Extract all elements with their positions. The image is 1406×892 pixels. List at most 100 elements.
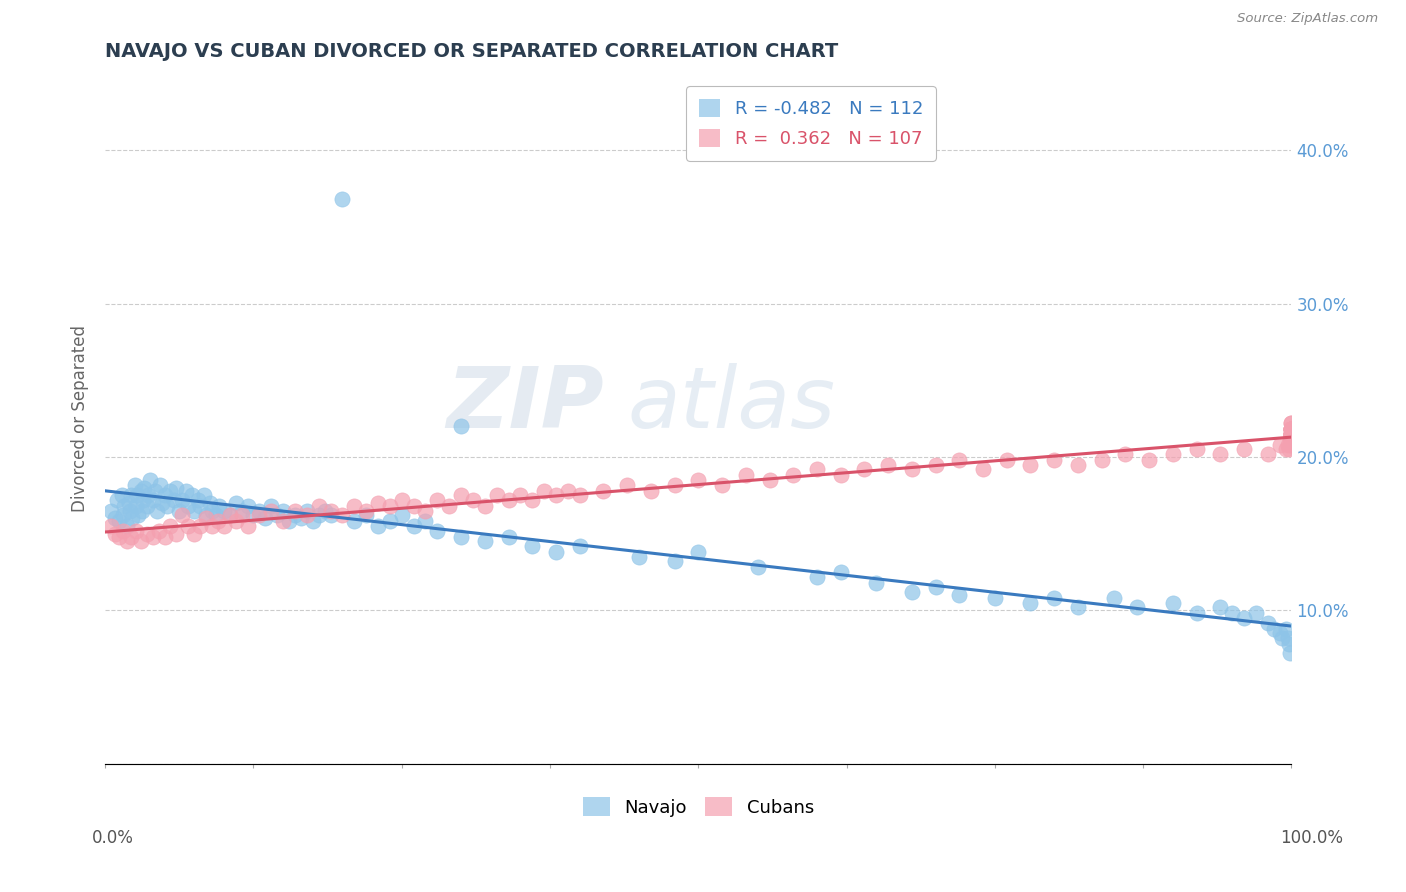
Point <box>474 499 496 513</box>
Legend: Navajo, Cubans: Navajo, Cubans <box>575 789 821 824</box>
Point <box>165 481 187 495</box>
Point <box>271 515 294 529</box>
Point <box>1257 447 1279 461</box>
Point <box>1281 427 1303 442</box>
Point <box>187 492 209 507</box>
Point <box>159 519 181 533</box>
Point <box>149 477 172 491</box>
Point <box>159 483 181 498</box>
Point <box>1281 416 1303 430</box>
Point <box>1137 453 1160 467</box>
Point <box>544 545 567 559</box>
Point <box>153 488 176 502</box>
Point <box>1271 631 1294 645</box>
Point <box>118 496 141 510</box>
Point <box>172 508 194 523</box>
Point <box>1281 432 1303 446</box>
Point <box>295 508 318 523</box>
Point <box>1067 600 1090 615</box>
Point <box>212 504 235 518</box>
Point <box>284 508 307 523</box>
Point <box>204 508 226 523</box>
Point <box>485 488 508 502</box>
Point <box>314 504 336 518</box>
Point <box>142 492 165 507</box>
Point <box>1043 591 1066 606</box>
Point <box>426 492 449 507</box>
Point <box>474 534 496 549</box>
Point <box>125 499 148 513</box>
Point <box>188 499 211 513</box>
Point <box>165 526 187 541</box>
Point <box>509 488 531 502</box>
Point <box>150 496 173 510</box>
Point <box>108 530 131 544</box>
Point <box>212 519 235 533</box>
Point <box>153 530 176 544</box>
Point <box>148 524 170 538</box>
Point <box>450 530 472 544</box>
Point <box>1126 600 1149 615</box>
Point <box>1278 442 1301 457</box>
Point <box>664 477 686 491</box>
Point <box>1268 438 1291 452</box>
Point <box>201 519 224 533</box>
Point <box>640 483 662 498</box>
Point <box>156 499 179 513</box>
Text: 0.0%: 0.0% <box>91 829 134 847</box>
Point <box>901 462 924 476</box>
Point <box>758 473 780 487</box>
Point <box>830 468 852 483</box>
Point <box>426 524 449 538</box>
Point <box>948 588 970 602</box>
Point <box>877 458 900 472</box>
Point <box>260 504 283 518</box>
Point <box>664 554 686 568</box>
Point <box>391 492 413 507</box>
Point <box>391 508 413 523</box>
Point <box>415 515 437 529</box>
Point <box>498 530 520 544</box>
Point <box>688 545 710 559</box>
Point <box>120 488 142 502</box>
Point <box>142 530 165 544</box>
Point <box>163 492 186 507</box>
Point <box>100 504 122 518</box>
Point <box>127 508 149 523</box>
Point <box>120 530 142 544</box>
Point <box>568 488 591 502</box>
Point <box>111 524 134 538</box>
Point <box>354 508 377 523</box>
Point <box>177 519 200 533</box>
Point <box>139 473 162 487</box>
Point <box>290 511 312 525</box>
Point <box>450 488 472 502</box>
Point <box>249 508 271 523</box>
Point <box>522 539 544 553</box>
Point <box>236 499 259 513</box>
Point <box>568 539 591 553</box>
Point <box>1233 611 1256 625</box>
Point <box>1281 427 1303 442</box>
Point <box>172 492 194 507</box>
Point <box>354 504 377 518</box>
Point <box>782 468 804 483</box>
Point <box>104 526 127 541</box>
Point <box>208 499 231 513</box>
Point <box>1161 447 1184 461</box>
Point <box>343 499 366 513</box>
Point <box>218 508 240 523</box>
Text: atlas: atlas <box>627 363 835 446</box>
Point <box>522 492 544 507</box>
Point <box>688 473 710 487</box>
Point <box>125 524 148 538</box>
Point <box>1277 631 1299 645</box>
Point <box>332 192 354 206</box>
Point <box>1209 447 1232 461</box>
Point <box>115 534 138 549</box>
Point <box>984 591 1007 606</box>
Point <box>121 511 143 525</box>
Point <box>901 585 924 599</box>
Point <box>1257 615 1279 630</box>
Point <box>1279 646 1302 660</box>
